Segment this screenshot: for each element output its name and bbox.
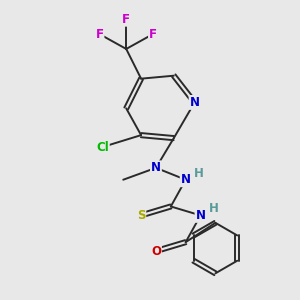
Text: N: N bbox=[196, 209, 206, 222]
Text: Cl: Cl bbox=[96, 140, 109, 154]
Text: H: H bbox=[194, 167, 204, 180]
Text: H: H bbox=[209, 202, 219, 215]
Text: O: O bbox=[151, 244, 161, 258]
Text: N: N bbox=[181, 173, 191, 186]
Text: F: F bbox=[95, 28, 104, 40]
Text: N: N bbox=[190, 96, 200, 109]
Text: F: F bbox=[122, 13, 130, 26]
Text: S: S bbox=[137, 209, 145, 222]
Text: N: N bbox=[151, 161, 161, 174]
Text: F: F bbox=[149, 28, 157, 40]
